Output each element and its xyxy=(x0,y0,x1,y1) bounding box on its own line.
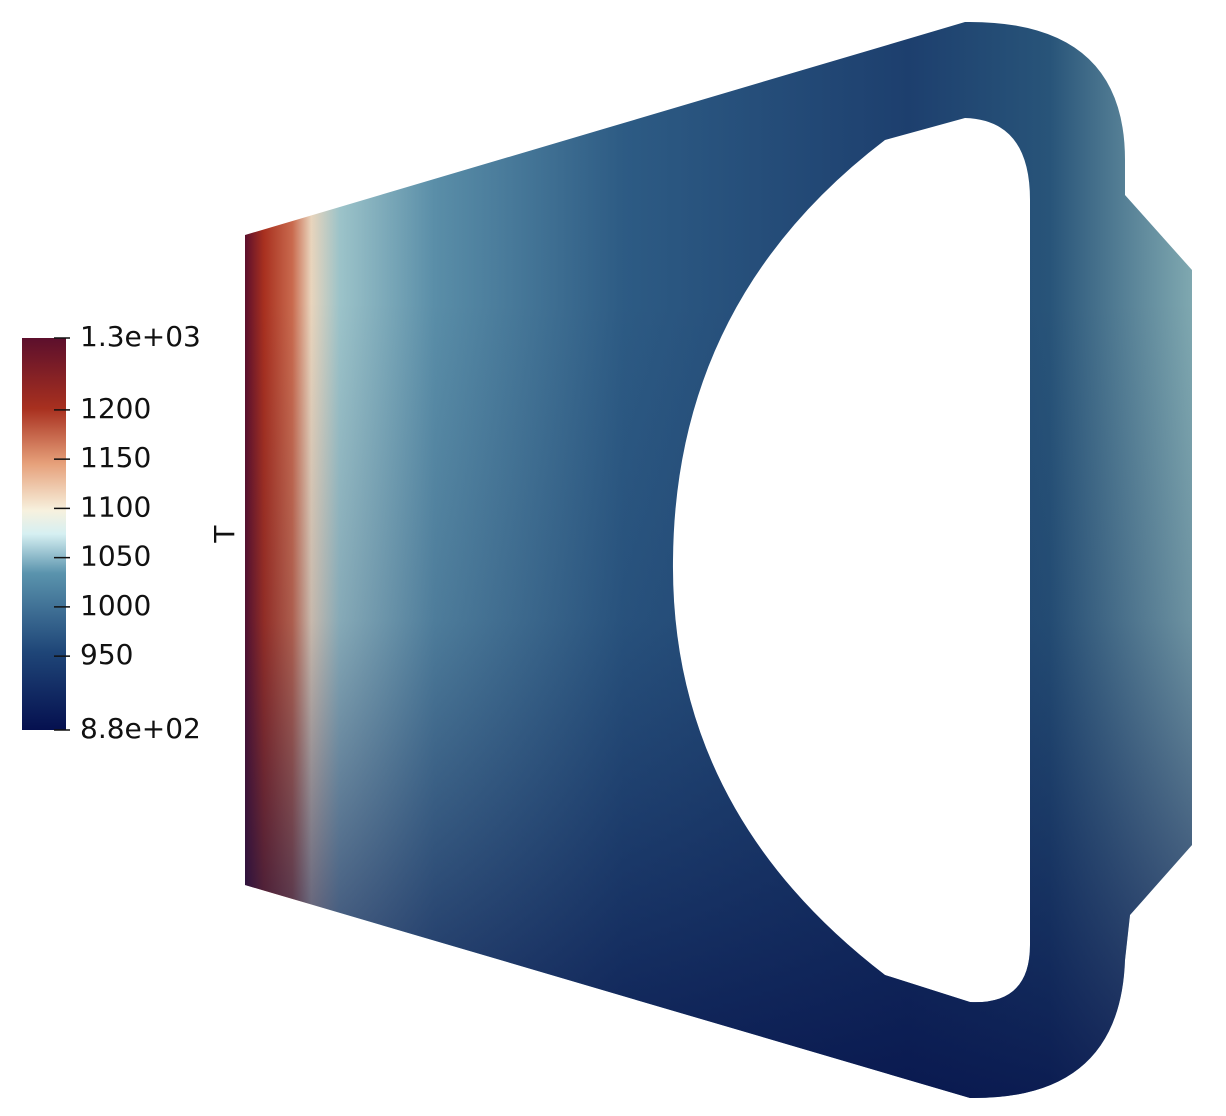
tick-label: 1050 xyxy=(80,540,151,573)
colorbar xyxy=(22,338,66,730)
tick-label: 1150 xyxy=(80,441,151,474)
tick-label: 1200 xyxy=(80,392,151,425)
tick-label: 1100 xyxy=(80,490,151,523)
colorbar-ticks: 8.8e+02 1.3e+03 950 1000 1050 1100 1150 1200 xyxy=(54,320,201,745)
tick-label: 1000 xyxy=(80,589,151,622)
colorbar-title: T xyxy=(208,525,241,544)
tick-label: 950 xyxy=(80,638,133,671)
tick-label: 1.3e+03 xyxy=(80,320,201,353)
tick-label: 8.8e+02 xyxy=(80,712,201,745)
mesh xyxy=(245,21,1192,1099)
